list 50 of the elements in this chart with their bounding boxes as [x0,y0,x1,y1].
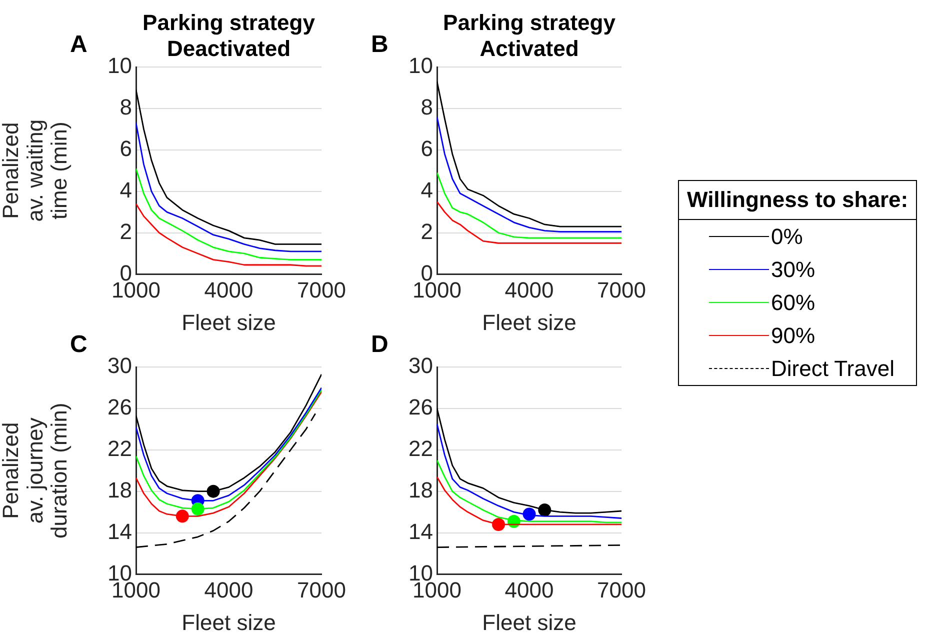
x-axis-title: Fleet size [482,610,576,635]
y-axis-title: Penalized av. waiting time (min) [0,119,72,222]
y-tick-label: 26 [108,394,132,420]
y-tick-label: 6 [120,136,132,161]
y-axis-title: Penalized av. journey duration (min) [0,402,72,538]
y-tick-label: 4 [420,177,433,202]
chart-subtitle: Deactivated [167,36,291,61]
point [492,518,506,531]
x-tick-label: 7000 [297,577,346,602]
text: A [70,31,88,58]
legend-label: 30% [771,256,816,282]
y-tick-label: 22 [108,436,132,461]
text: B [371,31,388,58]
x-tick-label: 4000 [504,277,554,302]
chart-title: Parking strategy [443,10,616,35]
x-tick-label: 7000 [597,577,646,602]
y-tick-label: 18 [408,477,433,502]
y-tick-label: 2 [420,218,433,244]
line-series [136,412,316,548]
x-axis-title: Fleet size [182,610,276,635]
x-tick-label: 4000 [204,577,254,602]
y-tick-label: 4 [120,177,132,202]
x-tick-label: 7000 [297,277,346,302]
y-tick-label: 8 [420,94,433,120]
y-tick-label: 14 [408,518,433,544]
legend-label: 90% [771,322,816,348]
y-tick-label: 22 [408,436,433,461]
chart-subtitle: Activated [480,36,579,61]
y-tick-label: 8 [120,94,132,120]
y-tick-label: 2 [120,218,132,244]
y-tick-label: 10 [108,53,132,78]
y-tick-label: 18 [108,477,132,502]
legend-label: Direct Travel [771,356,894,382]
legend-label: 0% [771,224,803,250]
x-tick-label: 4000 [504,577,554,602]
y-tick-label: 26 [408,394,433,420]
x-tick-label: 4000 [204,277,254,302]
text: C [70,331,88,358]
x-axis-title: Fleet size [182,310,276,335]
y-tick-label: 30 [408,353,433,378]
y-tick-label: 30 [108,353,132,378]
text: D [371,331,388,358]
chart-title: Parking strategy [142,10,316,35]
legend-title: Willingness to share: [679,181,916,220]
x-axis-title: Fleet size [482,310,576,335]
y-tick-label: 10 [408,53,433,78]
y-tick-label: 14 [108,518,132,544]
x-tick-label: 7000 [597,277,646,302]
legend-label: 60% [771,290,816,316]
y-tick-label: 6 [420,136,433,161]
